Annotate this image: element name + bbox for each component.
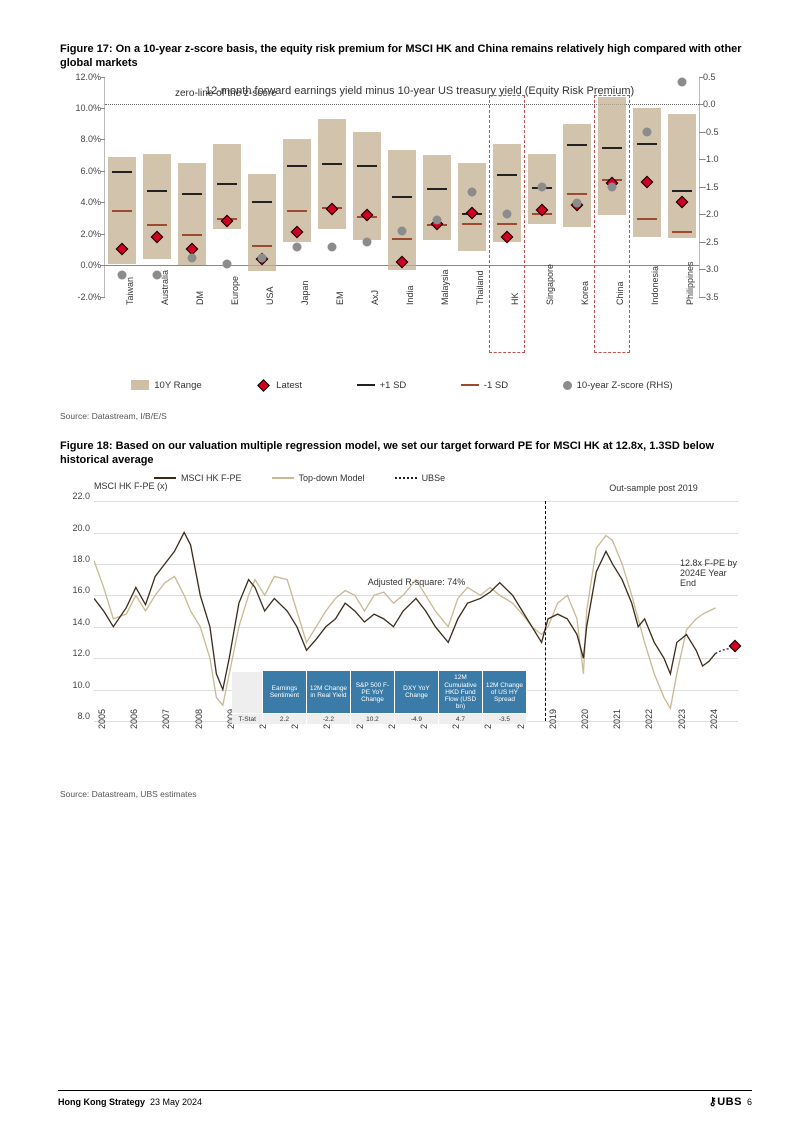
fig17-ylabel-left: 6.0%	[57, 166, 101, 176]
fig17-ylabel-right: -2.0	[703, 209, 735, 219]
fig18-ylabel: 10.0	[54, 680, 90, 690]
figure18-legend: MSCI HK F-PE Top-down Model UBSe	[154, 473, 445, 483]
fig17-ylabel-right: -3.0	[703, 264, 735, 274]
fig17-ylabel-right: -3.5	[703, 292, 735, 302]
fig17-ylabel-right: -1.5	[703, 182, 735, 192]
fig17-catlabel: India	[405, 285, 415, 305]
fig17-ylabel-right: -0.5	[703, 127, 735, 137]
fig17-catlabel: USA	[265, 286, 275, 305]
fig17-ylabel-left: -2.0%	[57, 292, 101, 302]
fig17-ylabel-left: 10.0%	[57, 103, 101, 113]
fig17-ylabel-right: -2.5	[703, 237, 735, 247]
fig17-bar-thailand	[458, 77, 486, 297]
figure18-title: Figure 18: Based on our valuation multip…	[60, 439, 752, 468]
figure18-chart: MSCI HK F-PE (x) MSCI HK F-PE Top-down M…	[54, 473, 744, 773]
fig17-catlabel: Malaysia	[440, 269, 450, 305]
fig17-bar-japan	[283, 77, 311, 297]
fig17-ylabel-right: 0.0	[703, 99, 735, 109]
fig18-rsq: Adjusted R-square: 74%	[368, 577, 466, 587]
page-footer: Hong Kong Strategy 23 May 2024 ⚷UBS 6	[58, 1090, 752, 1108]
fig17-catlabel: Thailand	[475, 270, 485, 305]
fig17-catlabel: EM	[335, 291, 345, 305]
fig17-catlabel: Taiwan	[125, 277, 135, 305]
fig18-regression-table: Earnings Sentiment12M Change in Real Yie…	[232, 671, 527, 724]
fig18-ylabel: 8.0	[54, 711, 90, 721]
fig17-bar-em	[318, 77, 346, 297]
figure17-legend: 10Y Range Latest +1 SD -1 SD 10-year Z-s…	[104, 380, 700, 391]
fig17-catlabel: Europe	[230, 276, 240, 305]
fig17-ylabel-left: 4.0%	[57, 197, 101, 207]
fig18-outsample: Out-sample post 2019	[609, 483, 698, 493]
fig17-bar-dm	[178, 77, 206, 297]
figure17-source: Source: Datastream, I/B/E/S	[60, 411, 752, 421]
fig18-target-label: 12.8x F-PE by 2024E Year End	[680, 558, 740, 588]
fig17-catlabel: Australia	[160, 270, 170, 305]
fig18-ylabel: 16.0	[54, 585, 90, 595]
fig17-ylabel-left: 12.0%	[57, 72, 101, 82]
fig18-ylabel: 14.0	[54, 617, 90, 627]
fig17-bar-korea	[563, 77, 591, 297]
fig18-ylabel: 22.0	[54, 491, 90, 501]
fig17-bar-taiwan	[108, 77, 136, 297]
fig17-ylabel-left: 2.0%	[57, 229, 101, 239]
fig17-catlabel: Korea	[580, 281, 590, 305]
fig17-ylabel-right: 0.5	[703, 72, 735, 82]
fig17-bar-malaysia	[423, 77, 451, 297]
fig17-bar-axj	[353, 77, 381, 297]
fig17-ylabel-left: 8.0%	[57, 134, 101, 144]
fig17-bar-australia	[143, 77, 171, 297]
fig17-catlabel: Japan	[300, 280, 310, 305]
fig17-catlabel: AxJ	[370, 290, 380, 305]
fig17-catlabel: Philippines	[685, 261, 695, 305]
fig17-catlabel: DM	[195, 291, 205, 305]
fig17-ylabel-right: -1.0	[703, 154, 735, 164]
figure18-source: Source: Datastream, UBS estimates	[60, 789, 752, 799]
fig18-ylabel: 20.0	[54, 523, 90, 533]
fig17-catlabel: Singapore	[545, 264, 555, 305]
figure17-title: Figure 17: On a 10-year z-score basis, t…	[60, 42, 752, 71]
figure17-chart: 12-month forward earnings yield minus 10…	[54, 77, 744, 377]
fig17-ylabel-left: 0.0%	[57, 260, 101, 270]
fig18-ylabel: 12.0	[54, 648, 90, 658]
fig17-catlabel: Indonesia	[650, 266, 660, 305]
fig18-ylabel: 18.0	[54, 554, 90, 564]
